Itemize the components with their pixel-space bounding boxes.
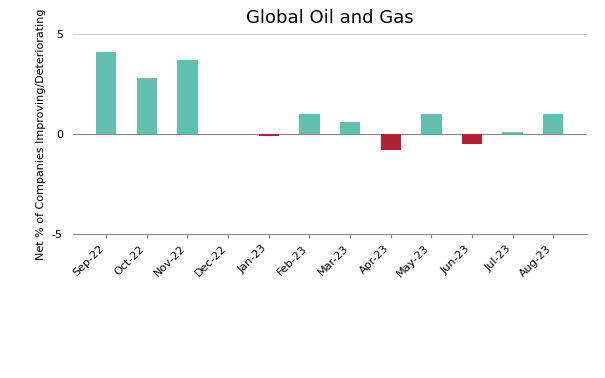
Bar xyxy=(381,134,401,150)
Bar xyxy=(299,114,319,134)
Bar xyxy=(258,134,279,136)
Bar xyxy=(503,132,523,134)
Bar xyxy=(96,52,116,134)
Y-axis label: Net % of Companies Improving/Deteriorating: Net % of Companies Improving/Deteriorati… xyxy=(36,8,47,260)
Bar xyxy=(340,122,360,134)
Bar xyxy=(462,134,482,144)
Bar xyxy=(177,60,198,134)
Bar xyxy=(543,114,563,134)
Bar xyxy=(421,114,442,134)
Title: Global Oil and Gas: Global Oil and Gas xyxy=(246,9,414,27)
Legend: Net Deterioration, Net Improvement: Net Deterioration, Net Improvement xyxy=(180,377,479,378)
Bar xyxy=(137,78,157,134)
